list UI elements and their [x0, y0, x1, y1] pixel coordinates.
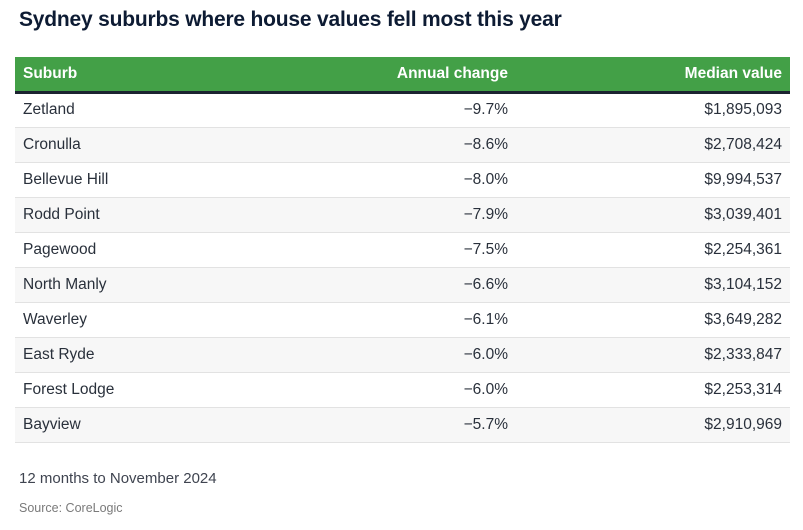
annual-change-cell: −5.7%	[315, 407, 516, 443]
table-row: Rodd Point −7.9% $3,039,401	[15, 197, 790, 233]
median-value-cell: $2,254,361	[516, 232, 790, 268]
table-row: Pagewood −7.5% $2,254,361	[15, 232, 790, 268]
annual-change-cell: −7.5%	[315, 232, 516, 268]
median-value-cell: $2,708,424	[516, 127, 790, 163]
data-table-container: Suburb Annual change Median value Zetlan…	[15, 57, 790, 443]
annual-change-cell: −9.7%	[315, 92, 516, 128]
median-value-cell: $2,910,969	[516, 407, 790, 443]
page-title: Sydney suburbs where house values fell m…	[19, 8, 562, 31]
suburb-cell: Forest Lodge	[15, 372, 315, 408]
suburb-cell: Zetland	[15, 92, 315, 128]
annual-change-cell: −8.0%	[315, 162, 516, 198]
source-note: Source: CoreLogic	[19, 500, 123, 515]
median-value-cell: $9,994,537	[516, 162, 790, 198]
median-value-cell: $3,039,401	[516, 197, 790, 233]
table-row: East Ryde −6.0% $2,333,847	[15, 337, 790, 373]
table-row: Zetland −9.7% $1,895,093	[15, 92, 790, 128]
suburb-cell: Rodd Point	[15, 197, 315, 233]
annual-change-cell: −6.1%	[315, 302, 516, 338]
table-row: North Manly −6.6% $3,104,152	[15, 267, 790, 303]
median-value-cell: $3,649,282	[516, 302, 790, 338]
table-row: Waverley −6.1% $3,649,282	[15, 302, 790, 338]
suburb-cell: East Ryde	[15, 337, 315, 373]
table-header-row: Suburb Annual change Median value	[15, 57, 790, 94]
header-median-value: Median value	[516, 57, 790, 94]
median-value-cell: $3,104,152	[516, 267, 790, 303]
annual-change-cell: −6.0%	[315, 337, 516, 373]
header-suburb: Suburb	[15, 57, 315, 94]
table-row: Bellevue Hill −8.0% $9,994,537	[15, 162, 790, 198]
annual-change-cell: −8.6%	[315, 127, 516, 163]
suburb-cell: Bellevue Hill	[15, 162, 315, 198]
table-row: Cronulla −8.6% $2,708,424	[15, 127, 790, 163]
median-value-cell: $2,253,314	[516, 372, 790, 408]
suburb-cell: Bayview	[15, 407, 315, 443]
median-value-cell: $1,895,093	[516, 92, 790, 128]
table-row: Bayview −5.7% $2,910,969	[15, 407, 790, 443]
footnote: 12 months to November 2024	[19, 469, 217, 487]
annual-change-cell: −7.9%	[315, 197, 516, 233]
suburb-cell: Waverley	[15, 302, 315, 338]
suburb-cell: Cronulla	[15, 127, 315, 163]
annual-change-cell: −6.6%	[315, 267, 516, 303]
header-annual-change: Annual change	[315, 57, 516, 94]
data-table: Suburb Annual change Median value Zetlan…	[15, 57, 790, 443]
annual-change-cell: −6.0%	[315, 372, 516, 408]
suburb-cell: North Manly	[15, 267, 315, 303]
median-value-cell: $2,333,847	[516, 337, 790, 373]
suburb-cell: Pagewood	[15, 232, 315, 268]
table-row: Forest Lodge −6.0% $2,253,314	[15, 372, 790, 408]
